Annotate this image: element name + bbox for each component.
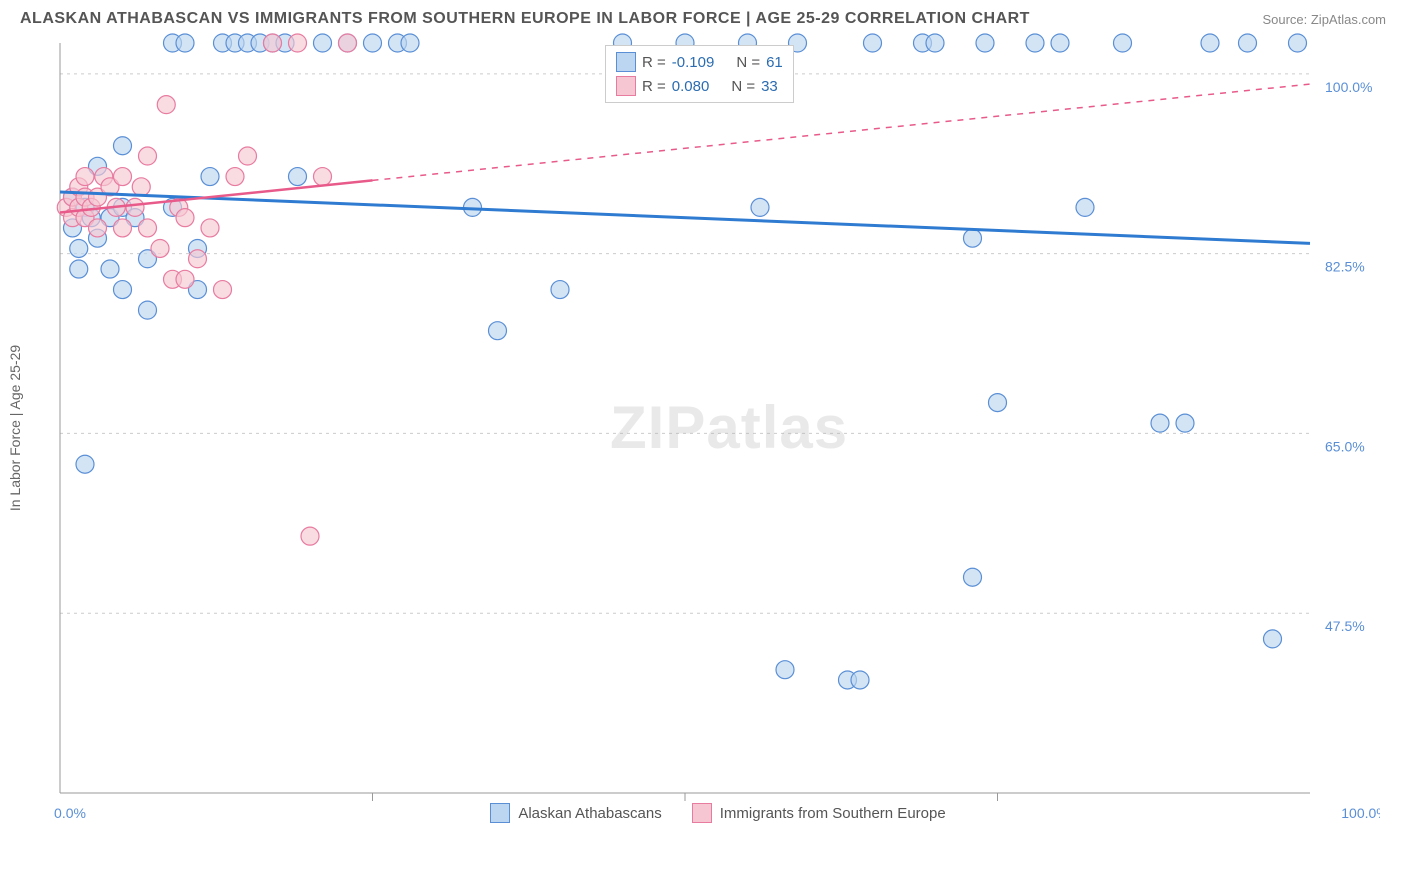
- trend-line-dashed: [373, 84, 1311, 180]
- data-point: [1076, 198, 1094, 216]
- stat-r-label: R =: [642, 54, 666, 71]
- data-point: [114, 137, 132, 155]
- y-tick-label: 82.5%: [1325, 259, 1365, 275]
- data-point: [139, 147, 157, 165]
- legend-label: Alaskan Athabascans: [518, 805, 661, 822]
- data-point: [76, 168, 94, 186]
- data-point: [1151, 414, 1169, 432]
- stats-row: R = -0.109 N = 61: [616, 50, 783, 74]
- data-point: [226, 168, 244, 186]
- y-tick-label: 47.5%: [1325, 618, 1365, 634]
- y-tick-label: 100.0%: [1325, 79, 1372, 95]
- data-point: [1201, 34, 1219, 52]
- title-bar: ALASKAN ATHABASCAN VS IMMIGRANTS FROM SO…: [0, 0, 1406, 33]
- data-point: [964, 229, 982, 247]
- data-point: [139, 219, 157, 237]
- legend-swatch: [490, 803, 510, 823]
- stat-n-label: N =: [731, 78, 755, 95]
- data-point: [289, 168, 307, 186]
- legend-swatch: [616, 76, 636, 96]
- data-point: [126, 198, 144, 216]
- stat-n-label: N =: [736, 54, 760, 71]
- data-point: [1264, 630, 1282, 648]
- trend-line: [60, 192, 1310, 243]
- data-point: [176, 209, 194, 227]
- data-point: [301, 527, 319, 545]
- data-point: [114, 219, 132, 237]
- data-point: [401, 34, 419, 52]
- data-point: [189, 250, 207, 268]
- y-axis-label: In Labor Force | Age 25-29: [7, 345, 23, 511]
- data-point: [201, 219, 219, 237]
- data-point: [314, 168, 332, 186]
- data-point: [70, 260, 88, 278]
- data-point: [76, 455, 94, 473]
- data-point: [926, 34, 944, 52]
- legend-label: Immigrants from Southern Europe: [720, 805, 946, 822]
- data-point: [151, 239, 169, 257]
- data-point: [1289, 34, 1307, 52]
- stats-box: R =-0.109N =61R =0.080N =33: [605, 45, 794, 103]
- data-point: [964, 568, 982, 586]
- bottom-legend: Alaskan Athabascans Immigrants from South…: [50, 803, 1386, 823]
- data-point: [976, 34, 994, 52]
- data-point: [176, 270, 194, 288]
- data-point: [114, 168, 132, 186]
- stats-row: R = 0.080 N = 33: [616, 74, 783, 98]
- data-point: [114, 281, 132, 299]
- data-point: [776, 661, 794, 679]
- data-point: [339, 34, 357, 52]
- data-point: [851, 671, 869, 689]
- data-point: [214, 281, 232, 299]
- data-point: [1239, 34, 1257, 52]
- legend-item: Immigrants from Southern Europe: [692, 803, 946, 823]
- data-point: [157, 96, 175, 114]
- data-point: [70, 239, 88, 257]
- data-point: [132, 178, 150, 196]
- data-point: [139, 301, 157, 319]
- stat-r-value: 0.080: [672, 78, 710, 95]
- data-point: [989, 394, 1007, 412]
- data-point: [289, 34, 307, 52]
- legend-swatch: [692, 803, 712, 823]
- data-point: [264, 34, 282, 52]
- stat-n-value: 33: [761, 78, 778, 95]
- data-point: [489, 322, 507, 340]
- data-point: [239, 147, 257, 165]
- plot-area: In Labor Force | Age 25-29 100.0%82.5%65…: [50, 33, 1386, 823]
- legend-item: Alaskan Athabascans: [490, 803, 661, 823]
- stat-r-label: R =: [642, 78, 666, 95]
- legend-swatch: [616, 52, 636, 72]
- data-point: [176, 34, 194, 52]
- data-point: [101, 260, 119, 278]
- data-point: [1176, 414, 1194, 432]
- data-point: [1026, 34, 1044, 52]
- data-point: [864, 34, 882, 52]
- data-point: [89, 219, 107, 237]
- data-point: [364, 34, 382, 52]
- data-point: [551, 281, 569, 299]
- data-point: [751, 198, 769, 216]
- data-point: [314, 34, 332, 52]
- scatter-chart: 100.0%82.5%65.0%47.5%0.0%100.0%: [50, 33, 1380, 823]
- chart-title: ALASKAN ATHABASCAN VS IMMIGRANTS FROM SO…: [20, 10, 1030, 28]
- y-tick-label: 65.0%: [1325, 438, 1365, 454]
- data-point: [1051, 34, 1069, 52]
- source-label: Source: ZipAtlas.com: [1262, 12, 1386, 27]
- data-point: [201, 168, 219, 186]
- data-point: [1114, 34, 1132, 52]
- stat-r-value: -0.109: [672, 54, 715, 71]
- stat-n-value: 61: [766, 54, 783, 71]
